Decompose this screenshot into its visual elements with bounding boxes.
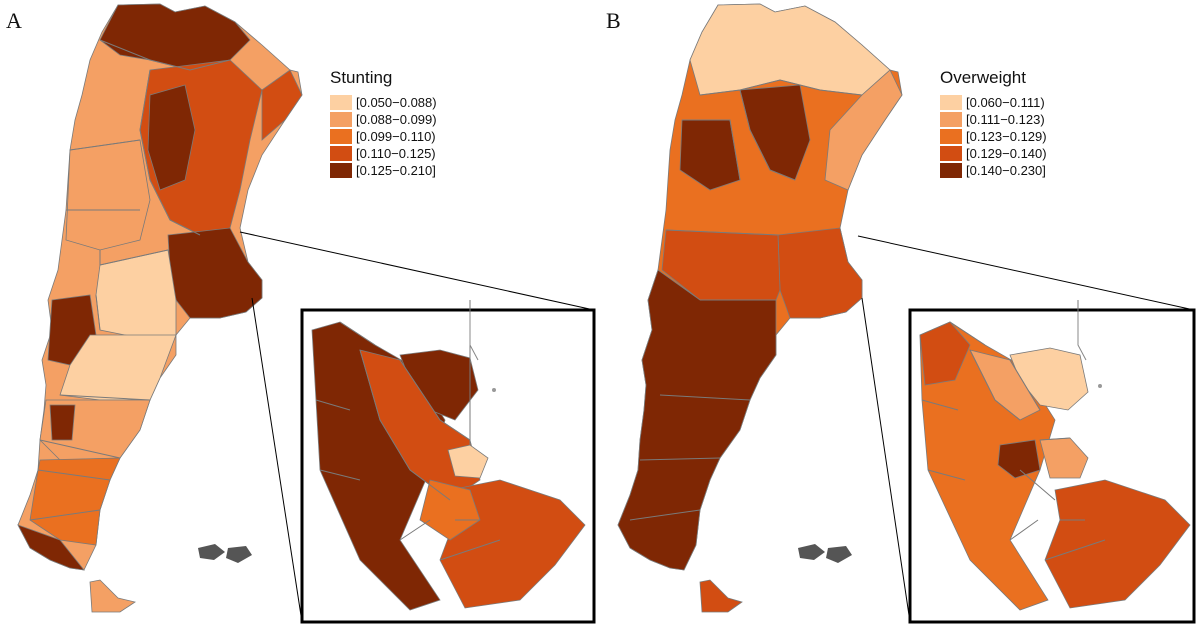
region-patagonia <box>617 269 777 571</box>
islands-shape <box>198 544 252 563</box>
province-borders <box>629 79 863 521</box>
legend-entry: [0.060−0.111) <box>940 94 1047 111</box>
inset-region-core-dark <box>997 439 1041 479</box>
legend-label: [0.099−0.110) <box>356 129 436 144</box>
legend-label: [0.125−0.210] <box>356 163 436 178</box>
legend-swatch <box>330 146 352 161</box>
legend-entry: [0.129−0.140) <box>940 145 1047 162</box>
legend-swatch <box>940 129 962 144</box>
legend-label: [0.060−0.111) <box>966 95 1045 110</box>
region-north <box>689 3 891 96</box>
inset-borders <box>315 300 501 561</box>
legend-swatch <box>330 95 352 110</box>
inset-connector-top <box>857 235 1195 311</box>
region-chubut-spot <box>49 404 76 441</box>
region-north <box>99 3 251 71</box>
inset-connector-bottom <box>251 297 303 623</box>
region-santacruz <box>29 457 121 546</box>
islands-shape <box>798 544 852 563</box>
legend-swatch <box>940 163 962 178</box>
legend-swatch <box>330 163 352 178</box>
stunting-map <box>17 3 596 624</box>
inset-connector-top <box>239 231 595 311</box>
inset-island-dot <box>492 388 496 392</box>
legend-label: [0.123−0.129) <box>966 129 1047 144</box>
inset-region-core <box>447 444 489 479</box>
legend-entry: [0.123−0.129) <box>940 128 1047 145</box>
legend-stunting: Stunting [0.050−0.088) [0.088−0.099) [0.… <box>330 68 437 179</box>
legend-label: [0.129−0.140) <box>966 146 1047 161</box>
inset-region-south-mid <box>419 479 481 541</box>
legend-title: Stunting <box>330 68 393 87</box>
inset-map <box>919 300 1191 611</box>
region-misiones <box>261 69 303 141</box>
inset-coast-line <box>1077 312 1087 361</box>
inset-region-northwest <box>919 321 971 386</box>
legend-entry: [0.050−0.088) <box>330 94 437 111</box>
inset-map <box>311 300 586 611</box>
region-northeast <box>824 69 903 191</box>
legend-entry: [0.088−0.099) <box>330 111 437 128</box>
legend-swatch <box>330 112 352 127</box>
legend-title: Overweight <box>940 68 1026 87</box>
province-borders <box>29 39 231 521</box>
legend-swatch <box>940 95 962 110</box>
legend-entry: [0.099−0.110) <box>330 128 437 145</box>
region-buenos-aires <box>167 227 263 319</box>
legend-label: [0.140−0.230] <box>966 163 1046 178</box>
tierra-del-fuego <box>89 579 136 613</box>
legend-label: [0.110−0.125) <box>356 146 436 161</box>
panel-letter: B <box>606 8 621 33</box>
legend-entry: [0.110−0.125) <box>330 145 437 162</box>
legend-overweight: Overweight [0.060−0.111) [0.111−0.123) [… <box>940 68 1047 179</box>
inset-connector-bottom <box>861 297 911 623</box>
inset-island-dot <box>1098 384 1102 388</box>
region-buenos-aires <box>777 227 863 319</box>
map-panel-overweight: B Overweight [0. <box>600 0 1200 627</box>
region-santacruz-south <box>17 524 85 571</box>
legend-label: [0.088−0.099) <box>356 112 437 127</box>
tierra-del-fuego <box>699 579 743 613</box>
panel-letter: A <box>6 8 22 33</box>
region-center-dark <box>147 84 196 191</box>
legend-entry: [0.111−0.123) <box>940 111 1047 128</box>
legend-swatch <box>330 129 352 144</box>
region-cuyo <box>65 139 151 251</box>
inset-region-southeast <box>1044 479 1191 609</box>
legend-swatch <box>940 112 962 127</box>
legend-label: [0.111−0.123) <box>966 112 1045 127</box>
map-panel-stunting: A <box>6 3 596 624</box>
legend-entry: [0.125−0.210] <box>330 162 437 179</box>
inset-coast-line <box>469 312 479 361</box>
legend-label: [0.050−0.088) <box>356 95 437 110</box>
legend-swatch <box>940 146 962 161</box>
legend-entry: [0.140−0.230] <box>940 162 1047 179</box>
overweight-map <box>617 3 1196 624</box>
